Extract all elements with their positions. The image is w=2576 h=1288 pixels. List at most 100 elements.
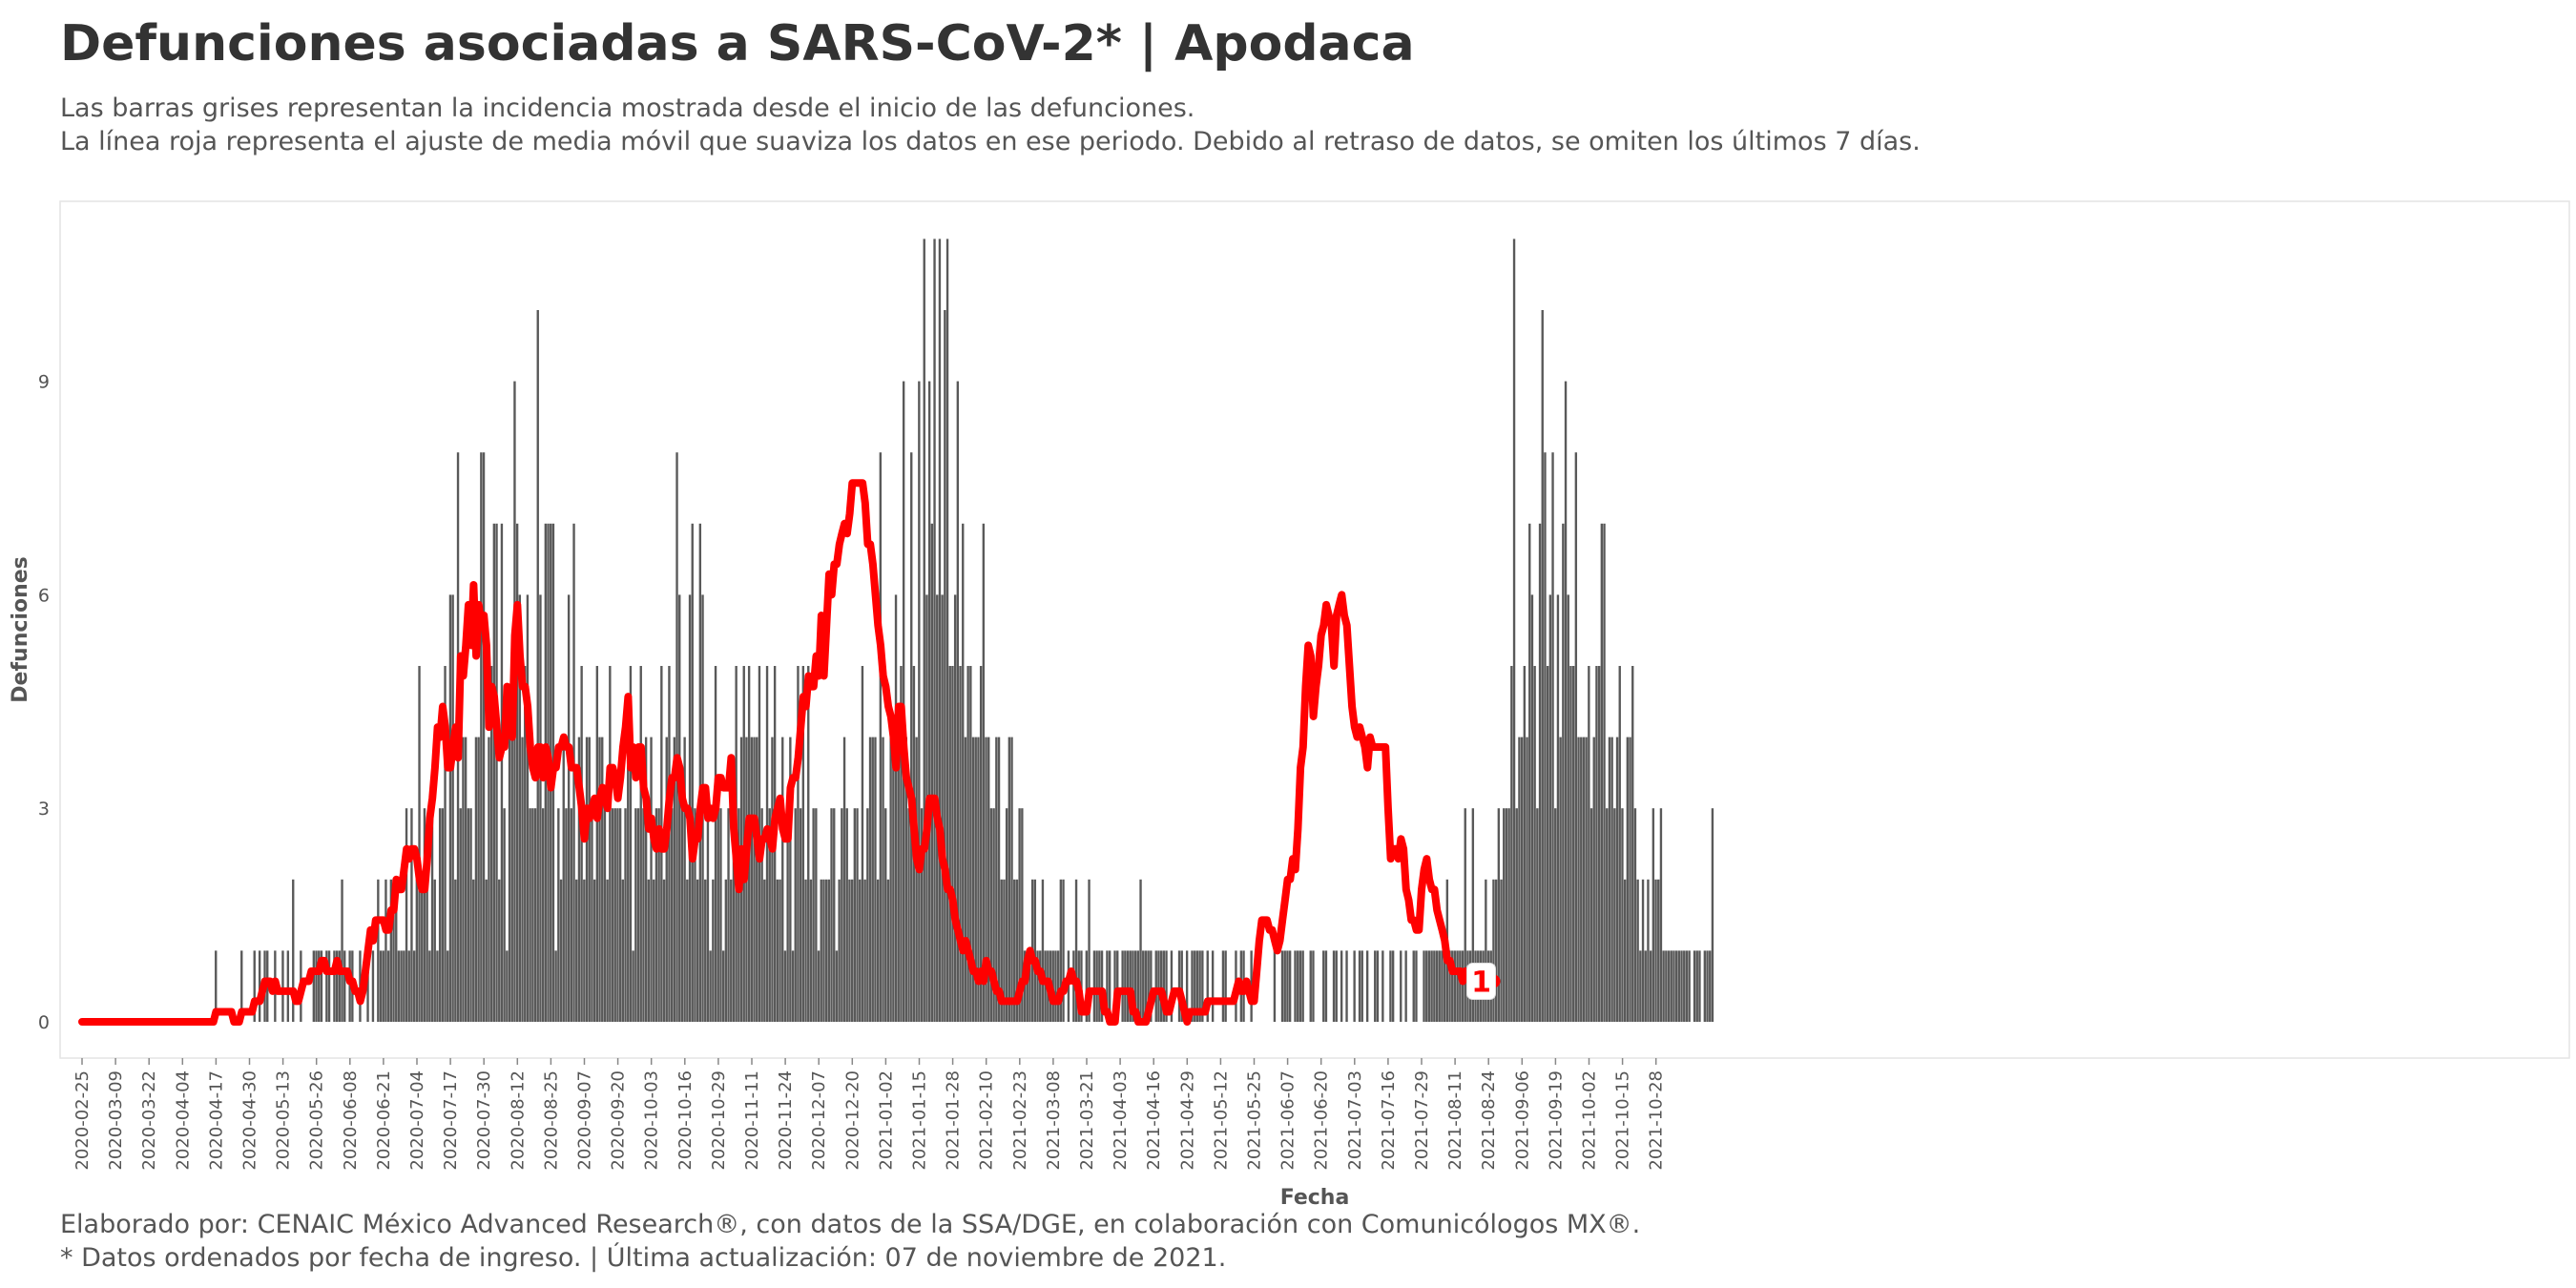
- bar: [848, 879, 851, 1022]
- bar: [1574, 452, 1578, 1022]
- bar: [1165, 950, 1168, 1022]
- bar: [987, 737, 990, 1022]
- bar: [897, 737, 900, 1022]
- bar: [570, 808, 573, 1022]
- bar: [662, 879, 666, 1022]
- bar: [863, 879, 866, 1022]
- bar: [992, 808, 995, 1022]
- bar: [503, 808, 506, 1022]
- bar: [1494, 879, 1498, 1022]
- bar: [815, 808, 818, 1022]
- bar: [1297, 950, 1299, 1022]
- bar: [866, 808, 869, 1022]
- bar: [1471, 808, 1475, 1022]
- bar: [882, 737, 884, 1022]
- bar: [904, 737, 908, 1022]
- bar: [1015, 879, 1019, 1022]
- bar: [1600, 523, 1604, 1022]
- bar: [712, 879, 715, 1022]
- bar: [1626, 737, 1630, 1022]
- bar: [1703, 950, 1707, 1022]
- bar: [403, 950, 405, 1022]
- x-tick-label: 2020-12-20: [842, 1070, 862, 1171]
- bar: [1639, 950, 1642, 1022]
- bar: [1603, 523, 1606, 1022]
- x-tick-label: 2020-09-20: [609, 1070, 629, 1171]
- bar: [1085, 950, 1089, 1022]
- x-tick-label: 2020-10-16: [675, 1070, 696, 1171]
- bar: [799, 808, 802, 1022]
- bar: [861, 666, 864, 1022]
- bar: [977, 737, 980, 1022]
- bar: [1548, 594, 1552, 1022]
- bar: [1567, 594, 1569, 1022]
- x-tick-label: 2021-09-19: [1546, 1070, 1566, 1171]
- moving-average-line: [78, 479, 1490, 1026]
- bar: [1288, 950, 1292, 1022]
- bar: [1595, 666, 1598, 1022]
- bar: [341, 879, 343, 1022]
- bar: [1551, 452, 1554, 1022]
- bar: [938, 239, 942, 1022]
- bar: [1618, 666, 1621, 1022]
- x-tick-label: 2020-04-30: [240, 1070, 260, 1171]
- bar: [879, 452, 883, 1022]
- bar: [724, 879, 728, 1022]
- bar: [1198, 950, 1201, 1022]
- bar: [789, 737, 792, 1022]
- caption-source: Elaborado por: CENAIC México Advanced Re…: [60, 1210, 1641, 1239]
- bar: [1113, 950, 1116, 1022]
- bar: [1536, 808, 1539, 1022]
- bar: [1510, 666, 1513, 1022]
- bar: [1528, 523, 1531, 1022]
- bar: [598, 737, 601, 1022]
- bar: [1098, 950, 1101, 1022]
- bar: [1033, 879, 1037, 1022]
- bar: [1500, 879, 1503, 1022]
- bar: [1121, 950, 1124, 1022]
- x-tick-label: 2021-06-20: [1312, 1070, 1332, 1171]
- bar: [575, 879, 578, 1022]
- x-axis: 2020-02-25 2020-03-09 2020-03-22 2020-04-04…: [73, 1058, 1667, 1171]
- bar: [1657, 879, 1660, 1022]
- x-tick-label: 2020-11-11: [742, 1070, 762, 1171]
- bar: [533, 808, 537, 1022]
- bar: [838, 879, 841, 1022]
- bar: [1438, 950, 1441, 1022]
- bar: [524, 666, 527, 1022]
- bar: [951, 666, 954, 1022]
- bar: [1224, 950, 1227, 1022]
- bar: [318, 950, 321, 1022]
- bar: [1157, 950, 1160, 1022]
- bar: [1139, 879, 1142, 1022]
- bar: [1631, 666, 1634, 1022]
- bar: [454, 879, 457, 1022]
- bar: [1129, 950, 1132, 1022]
- bar: [835, 950, 839, 1022]
- bar: [1541, 310, 1544, 1022]
- bar: [338, 950, 342, 1022]
- bar: [1003, 879, 1006, 1022]
- bar: [609, 666, 612, 1022]
- bar: [779, 879, 781, 1022]
- bar: [1191, 950, 1194, 1022]
- bar: [1283, 950, 1286, 1022]
- bar: [1636, 879, 1639, 1022]
- bar: [1309, 950, 1312, 1022]
- bar: [706, 808, 710, 1022]
- bar: [639, 666, 642, 1022]
- bar: [694, 808, 696, 1022]
- bar: [320, 950, 323, 1022]
- x-tick-label: 2020-03-09: [106, 1070, 126, 1171]
- bar: [611, 808, 614, 1022]
- bar: [343, 950, 346, 1022]
- bar: [1520, 737, 1524, 1022]
- bar: [1497, 808, 1501, 1022]
- bar: [1335, 950, 1338, 1022]
- bar: [1562, 523, 1565, 1022]
- bar: [477, 737, 480, 1022]
- bar: [771, 737, 774, 1022]
- bar: [1132, 950, 1134, 1022]
- bar: [1108, 950, 1111, 1022]
- bar: [618, 808, 622, 1022]
